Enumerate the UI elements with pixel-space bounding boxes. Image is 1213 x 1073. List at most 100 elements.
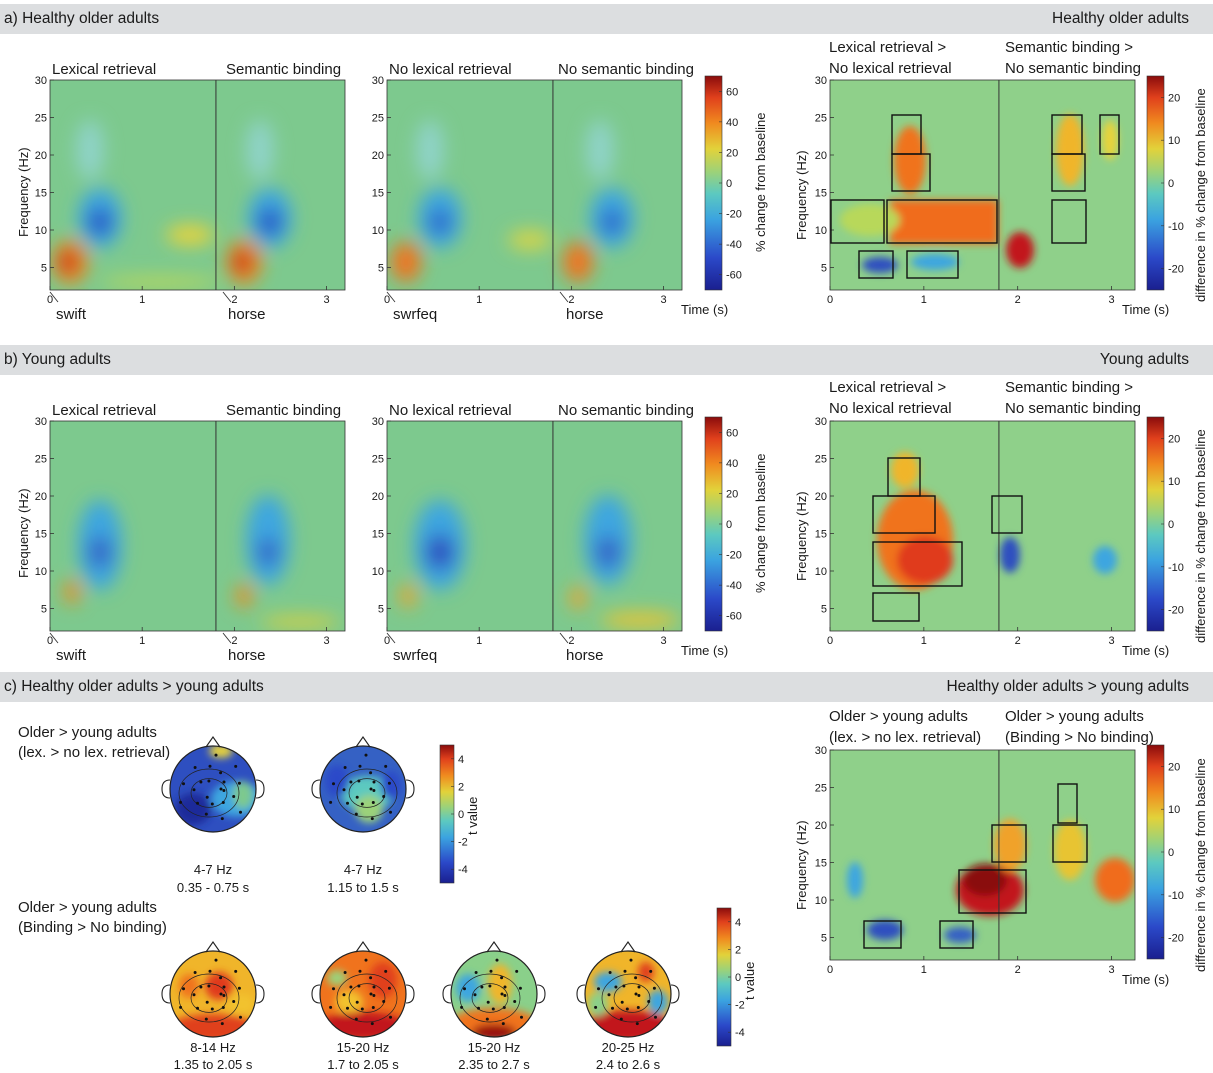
colorbar-tick: -2 [735,1000,745,1012]
x-tick-label: 3 [324,635,330,647]
colorbar-tick: -2 [458,837,468,849]
colorbar-label: % change from baseline [753,113,768,252]
colorbar-tick: -10 [1168,890,1184,902]
x-tick-label: 1 [921,294,927,306]
y-tick-label: 15 [35,188,47,200]
stimulus-marker [386,632,396,644]
x-tick-label: 0 [827,294,833,306]
stimulus-marker [49,291,59,303]
cluster-box [858,250,894,279]
colorbar-label: t value [742,962,757,1000]
colorbar-tick: -60 [726,270,742,282]
diff-title-left-2: (lex. > no lex. retrieval) [829,729,981,746]
cluster-box [830,199,885,244]
title-no-semantic-binding: No semantic binding [558,402,694,419]
colorbar-tick: -4 [458,864,468,876]
topo-row2-title-2: (Binding > No binding) [18,919,167,936]
colorbar-tick: 0 [726,519,732,531]
panel-b-tfr-titles: Lexical retrieval Semantic binding No le… [52,402,694,419]
y-tick-label: 15 [815,529,827,541]
topo-window: 1.15 to 1.5 s [327,880,399,895]
y-tick-label: 5 [378,604,384,616]
topo-band: 15-20 Hz [468,1040,521,1055]
x-tick-label: 0 [827,964,833,976]
title-no-lexical-retrieval: No lexical retrieval [389,402,512,419]
cluster-box [939,920,974,949]
cluster-box [1099,114,1120,155]
y-axis-label: Frequency (Hz) [794,150,809,240]
colorbar-label: difference in % change from baseline [1193,758,1208,972]
topo-window: 1.35 to 2.05 s [174,1057,253,1072]
colorbar-tick: -40 [726,580,742,592]
y-tick-label: 10 [35,566,47,578]
y-tick-label: 25 [372,113,384,125]
y-tick-label: 25 [815,454,827,466]
colorbar-tick: 4 [735,917,741,929]
ear-right [670,984,680,1004]
cluster-box [958,869,1027,914]
panel-b-right-label: Young adults [1099,351,1189,368]
cluster-box [872,541,963,587]
colorbar-tick: 60 [726,427,738,439]
colorbar-tick: 0 [1168,847,1174,859]
x-tick-label: 2 [568,294,574,306]
y-tick-label: 30 [815,745,827,757]
x-tick-label: 3 [324,294,330,306]
colorbar-tick: 0 [726,178,732,190]
diff-title-right-2: No semantic binding [1005,400,1141,417]
y-tick-label: 5 [378,263,384,275]
tfr-axes-b-lexical: 5 10 15 20 25 30 0 1 2 3 [35,416,346,647]
y-tick-label: 10 [372,566,384,578]
diff-map-b [830,421,1135,631]
x-tick-label: 2 [1015,964,1021,976]
y-tick-label: 30 [35,416,47,428]
panel-c-header: c) Healthy older adults > young adults H… [0,672,1213,702]
topoplot [161,736,265,833]
y-tick-label: 30 [815,416,827,428]
cluster-box [1051,153,1086,192]
colorbar-b: 60 40 20 0 -20 -40 -60 [704,416,742,632]
word-swrfeq: swrfeq [393,647,437,664]
topo-band: 4-7 Hz [344,862,382,877]
tfr-map-a-lexical [50,80,345,290]
diff-title-left-1: Lexical retrieval > [829,39,946,56]
tfr-xlabels: Time (s) Time (s) Time (s) Time (s) Time… [681,302,1169,987]
ear-left [442,984,452,1004]
y-tick-label: 5 [821,604,827,616]
colorbar-a: 60 40 20 0 -20 -40 -60 [704,75,742,291]
cluster-box [991,495,1023,534]
colorbar-label: difference in % change from baseline [1193,88,1208,302]
x-tick-label: 1 [921,964,927,976]
x-tick-label: 2 [1015,635,1021,647]
y-tick-label: 5 [821,933,827,945]
x-tick-label: 0 [384,635,390,647]
tfr-axes-a-nolexical: 5 10 15 20 25 30 0 1 2 3 [372,75,683,306]
cluster-box [872,495,936,534]
diff-title-right-1: Semantic binding > [1005,39,1133,56]
head-outline [319,950,407,1038]
stimulus-marker [222,291,232,303]
tfr-map-b-lexical [50,421,345,631]
colorbar-topo-2: 4 2 0 -2 -4 [716,907,745,1047]
topoplot [161,941,265,1038]
colorbar-tick: 20 [1168,761,1180,773]
nose-marker [620,941,636,953]
ear-right [255,779,265,799]
cluster-box [891,153,931,192]
colorbar-tick: -20 [1168,264,1184,276]
y-tick-label: 20 [815,820,827,832]
topo-row1-title-2: (lex. > no lex. retrieval) [18,744,170,761]
topoplot [442,941,546,1038]
colorbar-tick: 0 [735,972,741,984]
colorbar-label: t value [465,797,480,835]
y-tick-label: 30 [372,75,384,87]
colorbar-tick: 60 [726,86,738,98]
word-horse: horse [566,647,604,664]
word-horse: horse [228,306,266,323]
topo-band: 8-14 Hz [190,1040,236,1055]
word-swift: swift [56,647,87,664]
x-tick-label: 0 [384,294,390,306]
colorbar-tick: 20 [1168,433,1180,445]
topo-band: 15-20 Hz [337,1040,390,1055]
